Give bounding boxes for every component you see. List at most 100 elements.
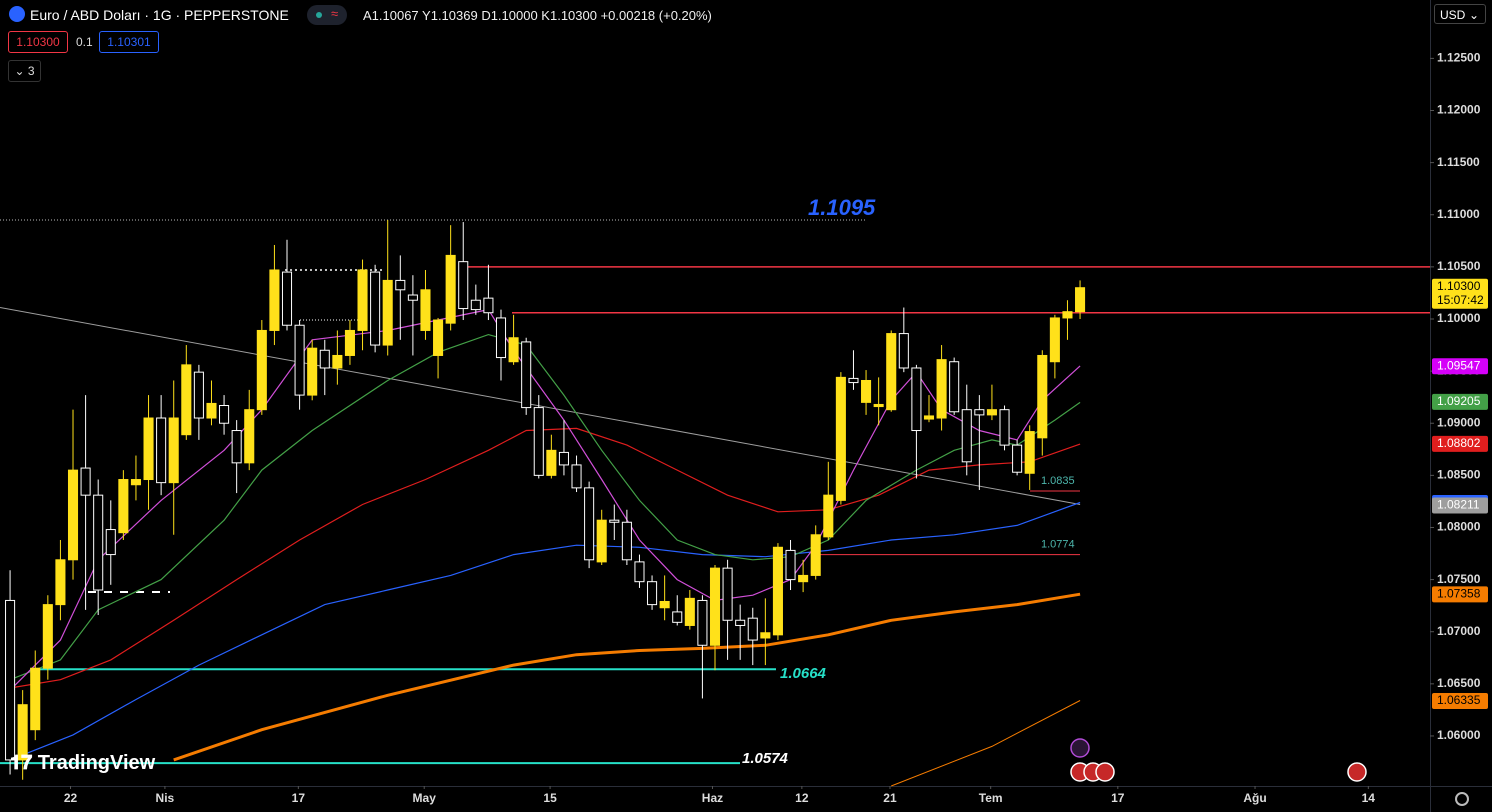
currency: USD [1440, 8, 1466, 22]
indicators-toggle[interactable]: ⌄ 3 [8, 60, 41, 82]
candle-body [105, 529, 116, 556]
candle-body [634, 561, 645, 583]
candle-body [458, 261, 469, 310]
level-label: 1.0574 [742, 750, 789, 767]
candle-body [470, 299, 481, 311]
candle-body [1024, 431, 1035, 474]
chevron: ⌄ [14, 64, 28, 78]
status-pill[interactable]: ≈ [307, 5, 347, 25]
candle-body [898, 333, 909, 369]
y-tick-label: 1.07000 [1437, 624, 1481, 638]
candle-body [546, 449, 557, 476]
y-tick-label: 1.10000 [1437, 311, 1481, 325]
logo[interactable]: 𝟏𝟕 TradingView [10, 752, 155, 775]
candle-body [17, 704, 28, 761]
indicator-line [0, 307, 1081, 505]
candle-body [1012, 444, 1023, 473]
price-tag-label: 1.08802 [1437, 436, 1481, 450]
candle-body [395, 279, 406, 291]
level-label: 1.0664 [780, 665, 827, 682]
candle-body [344, 329, 355, 356]
candle-body [244, 409, 255, 464]
buy-button[interactable]: 1.10301 [99, 31, 159, 53]
candle-body [156, 417, 167, 484]
price-tag-label: 1.08211 [1437, 498, 1480, 512]
candle-body [93, 494, 104, 591]
candle-body [281, 271, 293, 326]
candle-body [55, 559, 66, 606]
candle-body [294, 324, 305, 396]
level-label: 1.0774 [1041, 538, 1075, 550]
candle-body [30, 667, 41, 731]
candle-body [911, 367, 922, 432]
candle-body [848, 377, 859, 384]
candle-body [193, 371, 204, 419]
indicator-line [173, 592, 1081, 762]
candle-body [886, 333, 897, 411]
symbol-icon [9, 6, 25, 22]
candle-body [810, 534, 821, 576]
candle-body [80, 467, 91, 496]
candle-body [332, 354, 343, 369]
candle-body [483, 297, 494, 314]
y-tick-label: 1.08500 [1437, 468, 1481, 482]
price-tag-label: 1.07358 [1437, 587, 1481, 601]
candle-body [521, 341, 532, 409]
candle-body [798, 574, 809, 583]
candle-body [319, 349, 330, 369]
logo-mark: 𝟏𝟕 [10, 752, 38, 774]
price-tag [1432, 393, 1488, 410]
candle-body [42, 604, 53, 669]
x-tick-label: 22 [64, 791, 78, 805]
candle-body [709, 567, 721, 646]
y-tick-label: 1.11500 [1437, 155, 1480, 169]
logo-text: TradingView [37, 752, 156, 774]
y-tick-label: 1.11000 [1437, 207, 1480, 221]
candle-body [961, 409, 972, 463]
status-dot [316, 12, 322, 18]
price-tag-time: 15:07:42 [1437, 293, 1484, 307]
x-tick-label: 15 [543, 791, 557, 805]
candle-body [873, 403, 884, 408]
settings-icon [1455, 792, 1469, 806]
candle-body [747, 617, 758, 641]
candle-body [923, 415, 935, 420]
candle-body [835, 376, 846, 501]
spread: 0.1 [76, 35, 93, 49]
y-tick-label: 1.08000 [1437, 520, 1481, 534]
indicator-line [9, 501, 1081, 761]
candle-body [735, 619, 746, 626]
x-tick-label: 17 [292, 791, 306, 805]
x-tick-label: 14 [1362, 791, 1376, 805]
sell-button[interactable]: 1.10300 [8, 31, 68, 53]
symbol-title[interactable]: Euro / ABD Doları · 1G · PEPPERSTONE [30, 7, 289, 23]
candle-body [445, 254, 456, 324]
candle-body [370, 271, 381, 346]
candle-body [949, 361, 960, 413]
candle-body [495, 317, 507, 359]
candle-body [508, 337, 519, 363]
y-tick-label: 1.10500 [1437, 259, 1481, 273]
candle-body [1062, 311, 1073, 319]
y-tick-label: 1.07500 [1437, 572, 1481, 586]
candle-body [168, 417, 179, 484]
candle-body [936, 359, 947, 419]
level-label: 1.0835 [1041, 475, 1075, 487]
price-tag [1432, 497, 1488, 514]
candle-body [584, 487, 595, 561]
candle-body [143, 417, 154, 481]
candle-body [130, 479, 141, 486]
candle-body [533, 407, 544, 476]
y-tick-label: 1.06500 [1437, 676, 1481, 690]
price-tag [1432, 435, 1488, 452]
indicator-line [10, 427, 1081, 689]
candle-body [420, 289, 431, 331]
price-tag [1432, 586, 1488, 603]
indicator-count: 3 [27, 64, 35, 78]
candle-body [974, 409, 985, 416]
currency-select[interactable]: USD ⌄ [1434, 4, 1486, 24]
candle-body [861, 379, 872, 403]
price-tag-label: 1.10300 [1437, 279, 1481, 293]
status-icon: ≈ [331, 6, 339, 21]
